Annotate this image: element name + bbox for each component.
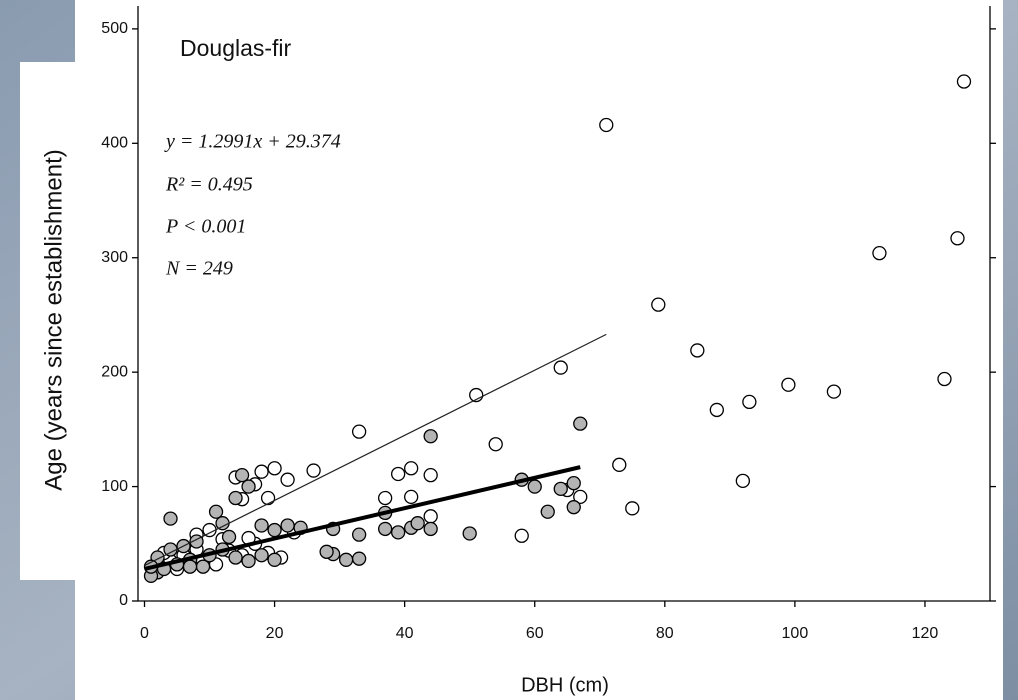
- point: [254, 548, 269, 563]
- y-tick-label: 0: [119, 592, 128, 609]
- point: [163, 511, 178, 526]
- x-tick-label: 20: [266, 625, 284, 642]
- point: [267, 552, 282, 567]
- point: [267, 461, 282, 476]
- point: [241, 553, 256, 569]
- point: [423, 521, 438, 537]
- point: [553, 481, 568, 497]
- point: [404, 489, 419, 505]
- y-tick-label: 100: [101, 478, 128, 495]
- point: [377, 490, 393, 506]
- p-value: P < 0.001: [165, 216, 246, 238]
- point: [423, 429, 438, 444]
- y-tick-label: 200: [101, 363, 128, 380]
- point: [241, 479, 256, 494]
- point: [826, 384, 842, 399]
- point: [488, 437, 503, 452]
- y-tick-label: 300: [101, 249, 128, 266]
- point: [553, 360, 568, 375]
- label-panel: [20, 62, 80, 580]
- point: [182, 559, 198, 574]
- point: [573, 416, 588, 431]
- point: [319, 544, 334, 559]
- point: [709, 402, 724, 418]
- x-axis-label: DBH (cm): [521, 674, 609, 696]
- point: [573, 489, 588, 505]
- x-tick-label: 100: [782, 625, 809, 642]
- point: [742, 394, 757, 410]
- chart-title: Douglas-fir: [180, 35, 292, 61]
- plot-panel: [75, 0, 1003, 700]
- point: [221, 529, 237, 545]
- point: [215, 516, 230, 531]
- point: [735, 473, 751, 489]
- x-tick-label: 40: [396, 625, 414, 642]
- point: [423, 467, 438, 483]
- point: [781, 377, 796, 392]
- point: [351, 551, 367, 566]
- point: [625, 501, 640, 516]
- y-tick-label: 400: [101, 135, 128, 152]
- point: [937, 371, 952, 387]
- point: [404, 461, 419, 476]
- y-tick-label: 500: [101, 20, 128, 37]
- point: [690, 343, 705, 358]
- point: [950, 231, 965, 246]
- point: [234, 467, 250, 483]
- point: [651, 297, 666, 312]
- point: [254, 518, 269, 533]
- fit-line: [144, 465, 581, 571]
- point: [377, 521, 393, 537]
- point: [228, 550, 243, 565]
- point: [306, 463, 321, 478]
- point: [540, 504, 555, 519]
- point: [228, 490, 243, 506]
- x-tick-label: 0: [140, 625, 149, 642]
- y-axis-label: Age (years since establishment): [40, 149, 67, 490]
- point: [527, 479, 542, 494]
- point: [351, 424, 367, 439]
- equation: y = 1.2991x + 29.374: [164, 131, 341, 153]
- point: [872, 246, 887, 261]
- point: [462, 526, 477, 541]
- point: [599, 117, 614, 133]
- x-tick-label: 60: [526, 625, 544, 642]
- point: [280, 472, 295, 487]
- point: [956, 74, 972, 89]
- point: [391, 466, 406, 482]
- point: [163, 542, 178, 557]
- point: [338, 552, 354, 567]
- point: [410, 516, 425, 531]
- point: [391, 525, 406, 540]
- point: [351, 527, 367, 542]
- sample-size: N = 249: [165, 258, 233, 280]
- point: [612, 457, 627, 472]
- point: [208, 504, 224, 519]
- point: [267, 522, 282, 538]
- point: [423, 509, 438, 524]
- point: [195, 559, 211, 574]
- point: [254, 464, 269, 479]
- point: [514, 528, 529, 543]
- fit-line: [144, 333, 607, 567]
- point: [566, 475, 581, 491]
- x-tick-label: 120: [912, 625, 939, 642]
- point: [280, 518, 295, 533]
- point: [260, 490, 276, 506]
- r-squared: R² = 0.495: [165, 174, 253, 196]
- point: [566, 500, 581, 515]
- x-tick-label: 80: [656, 625, 674, 642]
